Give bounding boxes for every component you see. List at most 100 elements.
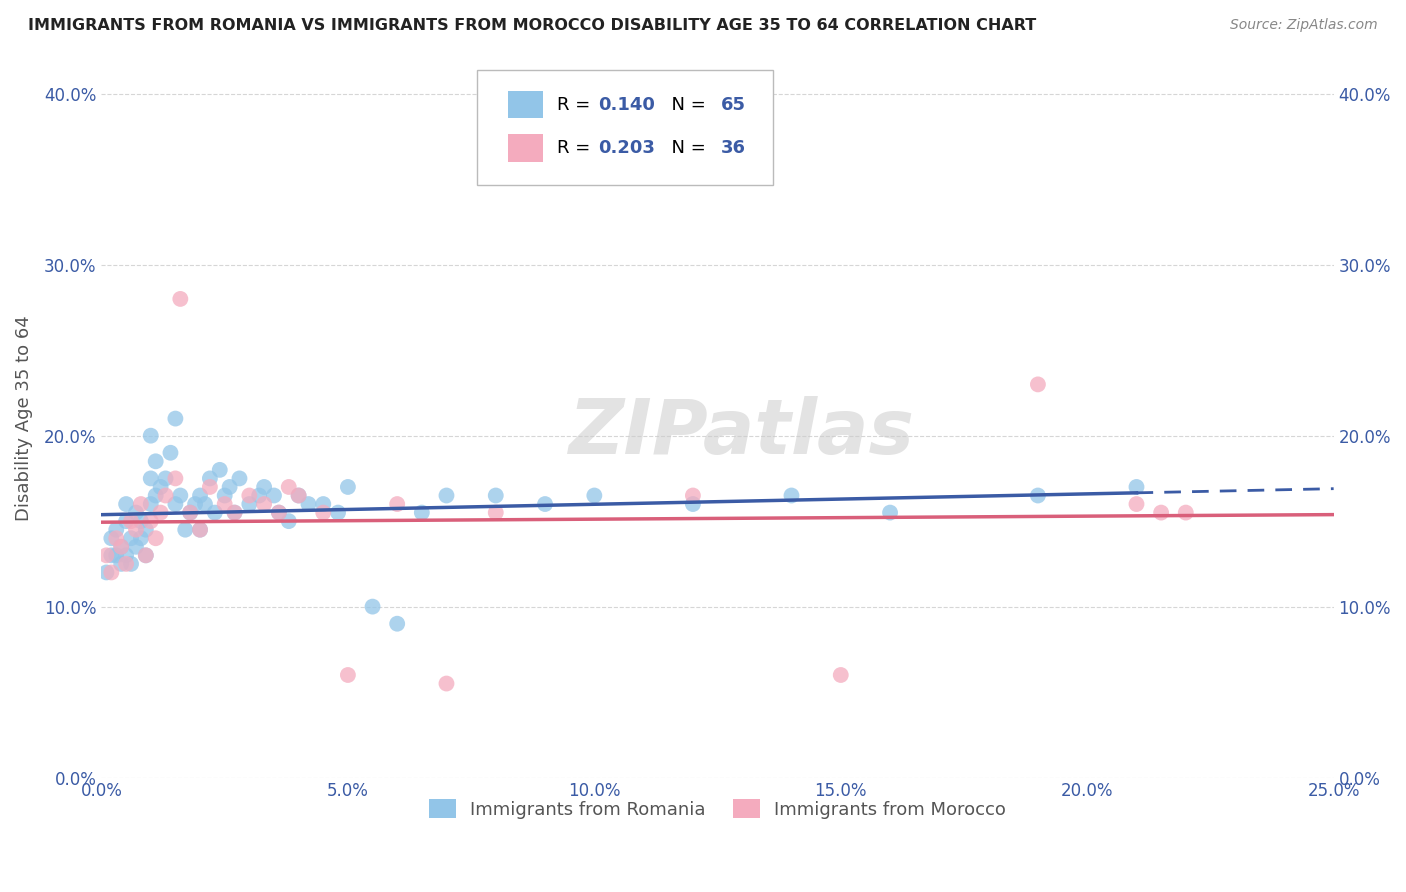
Point — [238, 497, 260, 511]
Point — [1026, 377, 1049, 392]
Point — [830, 668, 852, 682]
Point — [155, 471, 177, 485]
Point — [145, 531, 167, 545]
Point — [115, 549, 138, 563]
FancyBboxPatch shape — [508, 91, 543, 119]
Point — [385, 616, 408, 631]
Point — [125, 540, 148, 554]
Point — [145, 454, 167, 468]
Point — [218, 480, 240, 494]
Point — [105, 531, 128, 545]
Point — [145, 488, 167, 502]
Point — [129, 531, 152, 545]
Point — [1150, 506, 1173, 520]
Point — [198, 480, 221, 494]
Point — [179, 506, 201, 520]
Point — [188, 523, 211, 537]
Point — [312, 497, 335, 511]
Point — [436, 676, 458, 690]
Point — [115, 514, 138, 528]
Point — [135, 523, 157, 537]
Point — [385, 497, 408, 511]
Point — [105, 523, 128, 537]
Point — [100, 549, 122, 563]
Point — [100, 531, 122, 545]
Point — [312, 506, 335, 520]
Point — [194, 497, 217, 511]
Point — [149, 506, 172, 520]
Point — [277, 480, 299, 494]
Point — [1174, 506, 1197, 520]
Point — [238, 488, 260, 502]
Point — [361, 599, 384, 614]
Point — [253, 497, 276, 511]
Text: 0.203: 0.203 — [598, 139, 655, 157]
Point — [214, 497, 236, 511]
Text: N =: N = — [659, 95, 711, 114]
Point — [129, 514, 152, 528]
FancyBboxPatch shape — [477, 70, 773, 186]
Point — [247, 488, 270, 502]
Point — [165, 497, 187, 511]
Point — [267, 506, 290, 520]
Point — [165, 411, 187, 425]
Point — [179, 506, 201, 520]
Text: R =: R = — [557, 139, 596, 157]
Point — [253, 480, 276, 494]
Point — [110, 557, 132, 571]
Point — [287, 488, 309, 502]
Point — [169, 488, 191, 502]
Point — [129, 497, 152, 511]
Point — [96, 549, 118, 563]
Point — [436, 488, 458, 502]
Point — [100, 566, 122, 580]
Point — [485, 506, 508, 520]
Point — [120, 557, 142, 571]
Point — [879, 506, 901, 520]
Point — [411, 506, 433, 520]
Point — [263, 488, 285, 502]
Point — [115, 497, 138, 511]
Point — [583, 488, 606, 502]
Text: N =: N = — [659, 139, 711, 157]
Point — [115, 557, 138, 571]
Point — [228, 471, 250, 485]
Point — [120, 514, 142, 528]
Point — [155, 488, 177, 502]
Point — [485, 488, 508, 502]
Point — [188, 523, 211, 537]
Text: ZIPatlas: ZIPatlas — [569, 396, 915, 470]
Point — [184, 497, 207, 511]
Text: 36: 36 — [721, 139, 747, 157]
Point — [208, 463, 231, 477]
Point — [110, 540, 132, 554]
Point — [139, 428, 162, 442]
Point — [336, 668, 359, 682]
Point — [135, 549, 157, 563]
Point — [534, 497, 557, 511]
Point — [120, 531, 142, 545]
Point — [682, 488, 704, 502]
Point — [198, 471, 221, 485]
Point — [159, 446, 181, 460]
Point — [1026, 488, 1049, 502]
Point — [188, 488, 211, 502]
Point — [174, 523, 197, 537]
Text: R =: R = — [557, 95, 596, 114]
Point — [125, 506, 148, 520]
Text: 0.140: 0.140 — [598, 95, 655, 114]
Text: Source: ZipAtlas.com: Source: ZipAtlas.com — [1230, 18, 1378, 32]
Point — [139, 497, 162, 511]
Point — [287, 488, 309, 502]
Text: IMMIGRANTS FROM ROMANIA VS IMMIGRANTS FROM MOROCCO DISABILITY AGE 35 TO 64 CORRE: IMMIGRANTS FROM ROMANIA VS IMMIGRANTS FR… — [28, 18, 1036, 33]
Point — [224, 506, 246, 520]
Point — [139, 514, 162, 528]
Point — [214, 488, 236, 502]
Point — [169, 292, 191, 306]
Point — [1125, 497, 1147, 511]
Point — [105, 549, 128, 563]
FancyBboxPatch shape — [508, 135, 543, 161]
Point — [224, 506, 246, 520]
Point — [780, 488, 803, 502]
Point — [1125, 480, 1147, 494]
